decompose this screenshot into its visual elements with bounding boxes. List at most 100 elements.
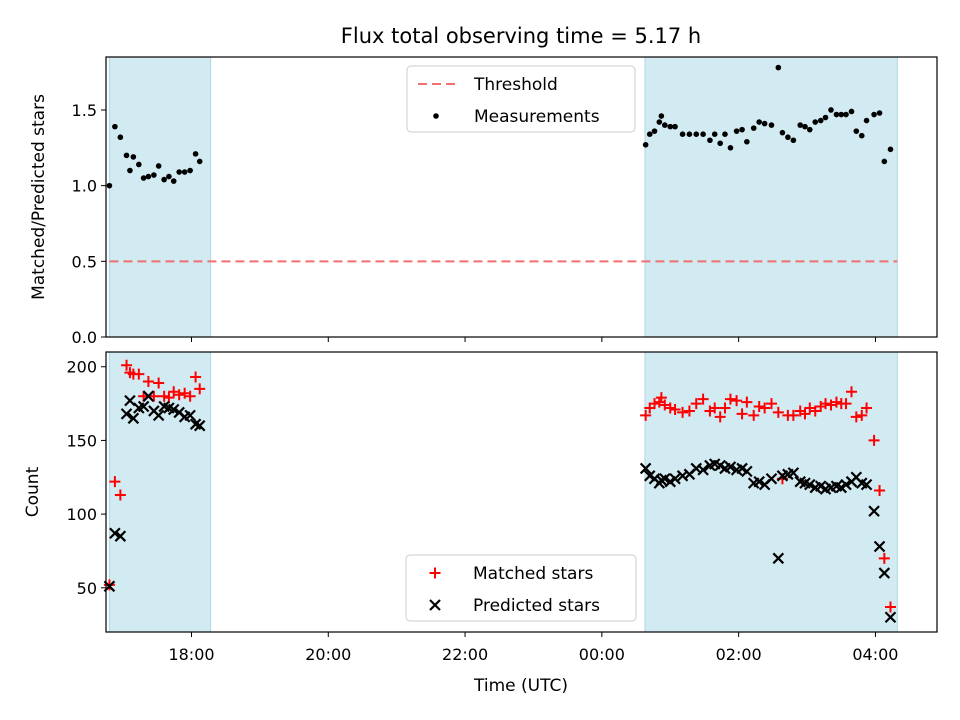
legend: Threshold Measurements bbox=[406, 65, 636, 133]
measurement-point bbox=[686, 131, 693, 137]
measurement-point bbox=[881, 158, 888, 165]
matched-star-point bbox=[664, 402, 676, 414]
measurement-point bbox=[155, 163, 162, 169]
measurement-point bbox=[761, 120, 768, 127]
measurement-point bbox=[145, 173, 152, 180]
predicted-star-point bbox=[184, 409, 196, 422]
legend-frame bbox=[406, 65, 636, 133]
x-axis-label: Time (UTC) bbox=[473, 676, 568, 696]
matched-star-point bbox=[772, 406, 784, 418]
matched-star-point bbox=[173, 389, 185, 401]
matched-star-point bbox=[153, 377, 165, 389]
matched-star-point bbox=[640, 409, 652, 421]
matched-star-point bbox=[753, 401, 765, 413]
matched-star-point bbox=[840, 398, 852, 410]
measurement-point bbox=[828, 107, 834, 113]
y-tick-label: 100 bbox=[66, 505, 97, 524]
measurement-point bbox=[656, 119, 663, 125]
matched-star-point bbox=[736, 408, 748, 420]
matched-star-point bbox=[759, 402, 771, 414]
measurement-point bbox=[733, 128, 740, 134]
measurement-point bbox=[797, 122, 804, 128]
legend-matched-swatch bbox=[429, 567, 441, 579]
predicted-star-point bbox=[659, 472, 671, 485]
measurement-point bbox=[775, 64, 782, 71]
measurement-point bbox=[848, 108, 855, 115]
lower-panel: 50 100 150 200 18:00 20:00 22:00 00:00 02:00 04:0… bbox=[66, 351, 938, 664]
predicted-star-point bbox=[840, 478, 852, 491]
measurement-point bbox=[651, 128, 658, 134]
matched-star-point bbox=[856, 409, 868, 421]
measurement-point bbox=[817, 117, 824, 124]
measurement-point bbox=[739, 126, 745, 133]
matched-star-point bbox=[830, 396, 842, 408]
x-tick-label: 22:00 bbox=[442, 645, 488, 664]
upper-panel: 0.0 0.5 1.0 1.5 Threshold Measurements bbox=[72, 56, 938, 347]
predicted-star-point bbox=[772, 552, 785, 565]
matched-star-point bbox=[724, 393, 736, 405]
measurement-point bbox=[661, 122, 668, 128]
matched-star-point bbox=[109, 476, 121, 488]
measurement-point bbox=[750, 125, 757, 131]
measurement-point bbox=[871, 111, 877, 118]
matched-star-point bbox=[142, 375, 154, 387]
matched-star-point bbox=[184, 390, 196, 402]
x-tick-label: 18:00 bbox=[168, 645, 214, 664]
lower-y-axis-label: Count bbox=[23, 466, 43, 517]
matched-star-point bbox=[868, 434, 880, 446]
matched-star-point bbox=[765, 398, 777, 410]
observing-interval bbox=[644, 351, 898, 633]
predicted-star-point bbox=[152, 409, 165, 422]
measurement-point bbox=[779, 129, 786, 136]
measurement-point bbox=[833, 111, 840, 118]
y-tick-label: 150 bbox=[66, 431, 97, 450]
measurement-point bbox=[130, 154, 137, 160]
legend-label: Measurements bbox=[474, 107, 600, 127]
predicted-star-point bbox=[109, 527, 121, 540]
x-tick-label: 20:00 bbox=[305, 645, 351, 664]
measurement-point bbox=[838, 111, 845, 118]
chart-title: Flux total observing time = 5.17 h bbox=[341, 24, 701, 48]
measurement-point bbox=[812, 119, 819, 125]
matched-star-point bbox=[669, 403, 681, 415]
y-tick-label: 200 bbox=[66, 358, 97, 377]
measurement-point bbox=[717, 140, 723, 147]
predicted-star-point bbox=[741, 465, 753, 478]
matched-star-point bbox=[677, 406, 689, 418]
measurement-point bbox=[106, 182, 113, 189]
matched-star-point bbox=[884, 601, 896, 613]
observing-interval bbox=[644, 56, 898, 338]
predicted-star-point bbox=[669, 472, 681, 485]
measurement-point bbox=[642, 141, 649, 148]
measurement-point bbox=[667, 123, 674, 130]
matched-star-point bbox=[748, 409, 760, 421]
predicted-star-point bbox=[193, 419, 206, 432]
measurement-point bbox=[658, 113, 665, 119]
x-tick-label: 02:00 bbox=[716, 645, 762, 664]
axes-frame bbox=[105, 56, 938, 338]
matched-star-point bbox=[878, 552, 890, 564]
measurement-point bbox=[176, 169, 182, 175]
measurement-point bbox=[853, 128, 860, 134]
matched-star-point bbox=[861, 402, 873, 414]
measurement-point bbox=[802, 123, 808, 130]
matched-star-point bbox=[741, 396, 753, 408]
predicted-star-point bbox=[655, 474, 668, 486]
predicted-star-point bbox=[127, 412, 140, 425]
measurement-point bbox=[679, 131, 686, 137]
measurement-point bbox=[806, 126, 813, 133]
y-tick-label: 1.5 bbox=[72, 101, 97, 120]
measurement-point bbox=[822, 114, 829, 121]
measurement-point bbox=[151, 172, 157, 178]
matched-star-point bbox=[874, 485, 886, 497]
matched-star-point bbox=[799, 408, 811, 420]
matched-star-point bbox=[148, 390, 160, 402]
matched-star-point bbox=[683, 405, 695, 417]
matched-star-point bbox=[714, 411, 726, 423]
measurement-point bbox=[707, 137, 713, 144]
matched-star-point bbox=[133, 368, 145, 380]
predicted-star-point bbox=[639, 462, 652, 475]
y-tick-label: 50 bbox=[77, 579, 97, 598]
measurement-point bbox=[117, 134, 124, 141]
predicted-star-point bbox=[860, 478, 873, 491]
